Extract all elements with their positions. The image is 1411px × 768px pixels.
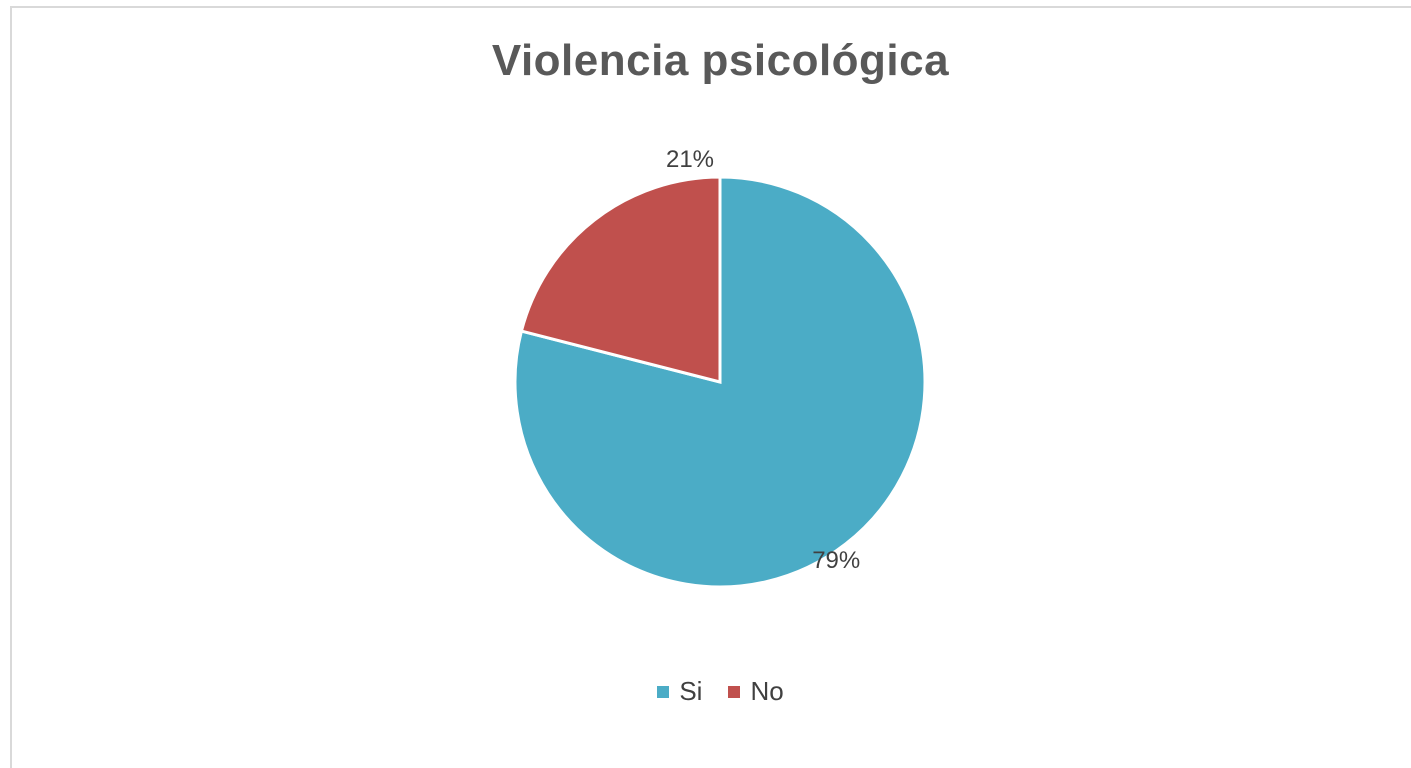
- legend-label: Si: [679, 676, 703, 706]
- pie-slice-no: [519, 175, 722, 384]
- legend-swatch: [657, 685, 670, 698]
- legend-label: No: [750, 676, 784, 706]
- chart-title: Violencia psicológica: [491, 36, 950, 85]
- data-label-si: 79%: [812, 547, 860, 574]
- chart-legend: Si No: [0, 676, 1411, 707]
- legend-item-si: Si: [657, 676, 702, 707]
- legend-item-no: No: [728, 676, 784, 707]
- pie-chart: 79% 21%: [513, 146, 927, 589]
- data-label-no: 21%: [666, 146, 714, 173]
- legend-swatch: [728, 685, 741, 698]
